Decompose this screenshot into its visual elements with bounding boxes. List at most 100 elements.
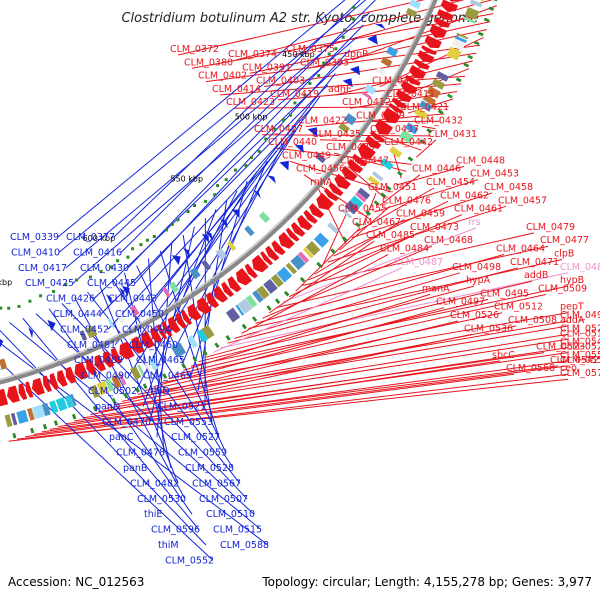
leader-line [302, 232, 535, 286]
gene-label: CLM_0526 [450, 310, 499, 321]
gene-label: CLM_0588 [220, 540, 269, 551]
gene-label: CLM_0559 [178, 448, 227, 459]
outer-gc-mark [473, 40, 480, 46]
feature-band [380, 157, 394, 171]
outer-gc-mark [354, 222, 361, 228]
gene-label: CLM_0552 [165, 555, 214, 566]
leader-line [0, 329, 207, 546]
gene-label: CLM_0497 [436, 297, 485, 308]
forward-gene-arrow [265, 245, 280, 261]
gene-label: CLM_0489 [74, 355, 123, 366]
gc-dot [257, 149, 261, 153]
forward-gene-arrow [196, 297, 212, 315]
leader-line [190, 285, 569, 367]
gene-label: CLM_0514 [560, 328, 600, 339]
gc-dot [334, 47, 338, 51]
kbp-mark: 400 kbp [315, 0, 348, 1]
gene-label: CLM_0456 [296, 164, 345, 175]
inner-feature-band [338, 122, 350, 134]
gc-dot [341, 35, 345, 39]
gc-dot [7, 306, 11, 310]
gene-label: CLM_0468 [424, 235, 473, 246]
gene-label: CLM_0485 [366, 230, 415, 241]
leader-line [314, 219, 405, 275]
outer-feature-ring [0, 0, 498, 442]
gene-label: CLM_0494 [122, 324, 171, 335]
feature-band [225, 307, 241, 323]
feature-band [16, 409, 29, 424]
forward-gene-arrow [303, 209, 318, 224]
inner-feature-band [361, 91, 372, 100]
reverse-gene-arrow [349, 65, 361, 76]
leader-line [421, 126, 436, 130]
outer-gc-mark [467, 54, 474, 60]
leader-line [22, 317, 200, 530]
gene-label: CLM_0459 [396, 209, 445, 220]
leader-line [234, 272, 461, 339]
gc-dot [17, 304, 21, 308]
leader-line [295, 227, 361, 292]
gene-label: CLM_0446 [412, 164, 461, 175]
feature-band [454, 35, 467, 44]
leader-line [58, 0, 367, 253]
feature-band [389, 146, 403, 159]
leader-line [233, 106, 449, 109]
feature-band [187, 335, 199, 349]
gene-label: CLM_0455 [338, 204, 387, 215]
outer-gc-mark [365, 210, 371, 216]
forward-gene-arrow [290, 222, 306, 237]
forward-gene-arrow [180, 309, 193, 325]
gene-label: CLM_0481 [67, 340, 116, 351]
feature-band [297, 251, 310, 264]
gene-label: CLM_0412 [342, 97, 391, 108]
leader-line [219, 75, 466, 96]
gene-label: CLM_0596 [151, 525, 200, 536]
feature-band [263, 278, 278, 294]
forward-gene-arrow [86, 358, 98, 376]
leader-line [162, 96, 321, 315]
gc-dot [327, 52, 331, 56]
outer-gc-mark [12, 432, 17, 439]
gene-label: CLM_0439 [326, 142, 375, 153]
outer-gc-mark [192, 356, 198, 362]
leader-line [113, 0, 361, 238]
inner-feature-band [343, 113, 357, 126]
gc-dot [303, 93, 307, 97]
leader-line [65, 12, 370, 269]
feature-band [4, 414, 13, 428]
leader-line [142, 209, 217, 407]
gene-label: CLM_0416 [73, 247, 122, 258]
leader-line [182, 234, 213, 422]
feature-band [404, 122, 419, 135]
gc-dot [244, 164, 248, 168]
inner-feature-band [107, 317, 115, 328]
leader-line [58, 360, 501, 428]
outer-gc-mark [92, 405, 98, 412]
forward-gene-arrow [433, 17, 451, 28]
gc-dot [39, 294, 43, 298]
feature-band [41, 402, 51, 417]
reverse-gene-arrow [252, 189, 261, 199]
leader-line [275, 245, 549, 309]
feature-band [464, 7, 480, 20]
forward-gene-arrow [244, 263, 258, 279]
gene-label: CLM_0529 [560, 342, 600, 353]
inner-feature-band [201, 259, 212, 271]
gene-label: CLM_0375 [286, 44, 335, 55]
feature-band [252, 290, 264, 303]
feature-band [270, 273, 284, 288]
forward-gene-arrow [31, 377, 45, 396]
gc-dot [75, 278, 78, 282]
forward-gene-arrow [358, 142, 376, 159]
gene-label: CLM_0374 [228, 49, 277, 60]
feature-band [456, 32, 469, 40]
leader-line [395, 165, 465, 186]
gene-label: sbcC [492, 350, 515, 361]
forward-gene-arrow [103, 350, 115, 368]
feature-band [313, 232, 329, 248]
forward-gene-arrow [150, 326, 163, 344]
forward-gene-arrow [352, 153, 368, 167]
gene-label: CLM_0477 [540, 235, 589, 246]
leader-line [159, 250, 220, 438]
outer-gc-mark [202, 349, 208, 356]
